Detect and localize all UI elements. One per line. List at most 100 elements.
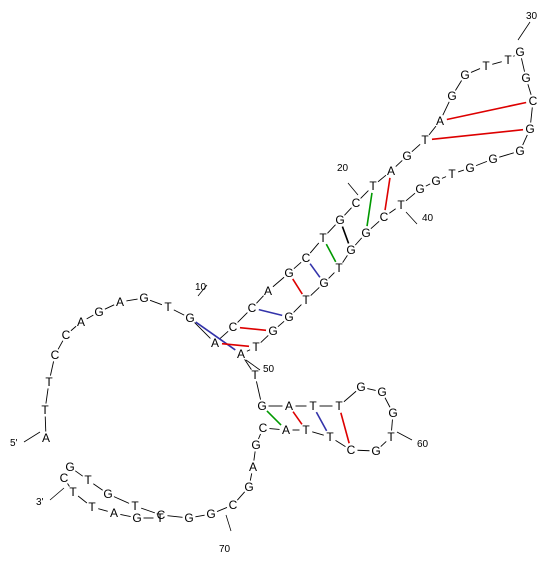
nucleotide: A (264, 284, 272, 298)
backbone-segment (173, 309, 185, 316)
backbone-segment (86, 314, 94, 320)
nucleotide: A (387, 164, 395, 178)
nucleotide: C (347, 443, 356, 457)
nucleotide: G (465, 161, 474, 175)
backbone-segment (269, 428, 280, 430)
nucleotide: T (251, 368, 259, 382)
nucleotide: G (335, 213, 344, 227)
base-pair-bond (309, 263, 321, 278)
base-pair-bond (266, 410, 282, 426)
backbone-segment (441, 176, 447, 179)
backbone-segment (521, 58, 525, 72)
nucleotide: C (229, 320, 238, 334)
nucleotide: T (421, 133, 429, 147)
nucleotide: C (51, 348, 60, 362)
nucleotide: T (131, 499, 139, 513)
nucleotide: G (268, 324, 277, 338)
backbone-segment (195, 514, 205, 518)
nucleotide: A (77, 315, 85, 329)
nucleotide: C (60, 471, 69, 485)
nucleotide: T (88, 500, 96, 514)
backbone-segment (470, 68, 481, 73)
nucleotide: T (387, 430, 395, 444)
nucleotide: A (285, 399, 293, 413)
nucleotide: G (94, 305, 103, 319)
backbone-segment (258, 433, 261, 440)
backbone-segment (167, 515, 183, 518)
backbone-segment (527, 84, 532, 95)
nucleotide: T (69, 485, 77, 499)
backbone-segment (104, 304, 115, 310)
nucleotide: G (284, 266, 293, 280)
index-label: 20 (337, 163, 349, 174)
base-pair-bond (341, 226, 350, 244)
backbone-segment (370, 220, 380, 230)
backbone-segment (249, 473, 253, 481)
backbone-segment (389, 208, 396, 214)
index-tick (517, 21, 531, 41)
nucleotide: A (436, 114, 444, 128)
backbone-segment (149, 299, 163, 306)
backbone-segment (309, 242, 320, 254)
nucleotide: A (42, 431, 50, 445)
nucleotide: G (361, 226, 370, 240)
index-tick (245, 359, 261, 371)
backbone-segment (499, 152, 514, 158)
backbone-segment (327, 224, 336, 234)
nucleotide: C (157, 508, 166, 522)
backbone-segment (455, 80, 462, 91)
backbone-segment (277, 320, 285, 328)
nucleotide: G (515, 45, 524, 59)
nucleotide: G (377, 385, 386, 399)
backbone-segment (384, 397, 391, 408)
nucleotide: C (62, 328, 71, 342)
nucleotide: T (45, 375, 53, 389)
three-prime-label: 3' (36, 497, 44, 508)
backbone-segment (293, 304, 302, 313)
nucleotide: A (116, 295, 124, 309)
nucleotide: C (248, 301, 257, 315)
nucleotide: G (431, 174, 440, 188)
index-label: 40 (422, 213, 434, 224)
nucleotide: C (302, 251, 311, 265)
nucleotide: G (525, 122, 534, 136)
backbone-segment (343, 390, 357, 403)
backbone-segment (360, 190, 369, 199)
backbone-segment (335, 440, 346, 447)
backbone-segment (411, 143, 421, 153)
backbone-segment (44, 416, 47, 432)
nucleotide: G (184, 511, 193, 525)
backbone-segment (255, 381, 262, 400)
index-label: 30 (526, 11, 538, 22)
backbone-segment (236, 491, 246, 501)
backbone-segment (344, 207, 352, 216)
backbone-segment (367, 388, 376, 391)
nucleotide: G (346, 243, 355, 257)
nucleotide: G (251, 438, 260, 452)
five-prime-label: 5' (10, 438, 18, 449)
backbone-segment (253, 451, 256, 461)
backbone-segment (57, 340, 64, 350)
backbone-segment (380, 441, 387, 447)
backbone-segment (354, 237, 363, 246)
nucleotide: G (488, 152, 497, 166)
nucleotide: T (319, 231, 327, 245)
nucleotide: A (110, 506, 118, 520)
nucleotide: T (84, 473, 92, 487)
backbone-segment (458, 169, 464, 173)
backbone-segment (113, 496, 130, 504)
base-pairs (195, 101, 527, 444)
backbone-segment (246, 349, 251, 352)
index-tick (396, 431, 413, 441)
nucleotide: T (335, 261, 343, 275)
backbone-segment (405, 192, 416, 202)
base-pair-bond (431, 128, 524, 141)
base-pair-bond (221, 342, 250, 348)
base-pair-bond (239, 326, 267, 332)
nucleotide: G (103, 487, 112, 501)
nucleotide: G (139, 291, 148, 305)
base-pair-bond (195, 321, 236, 351)
nucleotide: T (482, 59, 490, 73)
base-pair-bond (340, 412, 350, 444)
